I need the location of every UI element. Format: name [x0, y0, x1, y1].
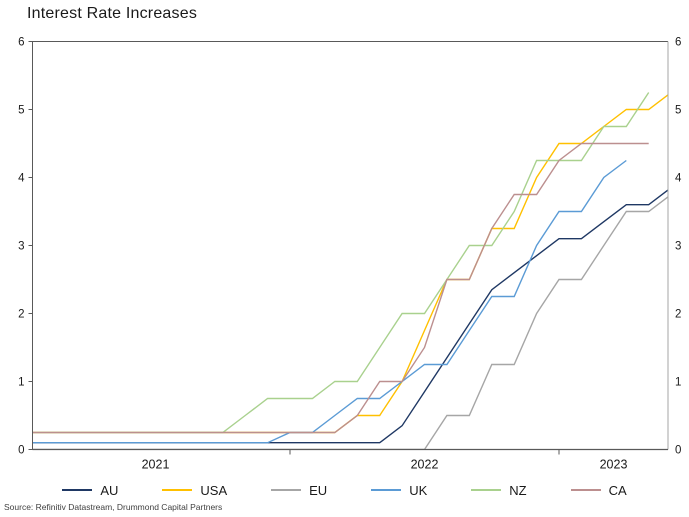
y-tick-label-left: 1 — [18, 377, 24, 389]
legend-swatch-NZ — [471, 489, 502, 491]
chart-title: Interest Rate Increases — [27, 5, 198, 22]
series-line-NZ — [32, 92, 650, 434]
line-chart: 0 0 1 1 2 2 3 3 4 4 5 5 6 6 2021 2022 2023 — [18, 37, 682, 472]
y-tick-label-right: 2 — [675, 309, 681, 321]
series-line-EU — [32, 195, 668, 450]
legend-swatch-AU — [62, 489, 93, 491]
legend-label-EU: EU — [309, 482, 328, 498]
legend-item-UK: UK — [371, 483, 427, 498]
series-line-UK — [32, 159, 627, 444]
legend-item-USA: USA — [162, 483, 227, 498]
y-tick-label-left: 3 — [18, 241, 24, 253]
legend-label-NZ: NZ — [509, 482, 527, 498]
y-tick-label-right: 6 — [675, 37, 681, 49]
chart-legend: AU USA EU UK NZ CA — [0, 480, 689, 500]
legend-label-UK: UK — [409, 482, 428, 498]
legend-swatch-EU — [271, 489, 302, 491]
legend-swatch-USA — [162, 489, 193, 491]
legend-swatch-UK — [371, 489, 402, 491]
source-note: Source: Refinitiv Datastream, Drummond C… — [4, 502, 223, 512]
series-line-CA — [32, 142, 649, 434]
y-tick-label-right: 3 — [675, 241, 681, 253]
legend-item-NZ: NZ — [471, 482, 527, 498]
legend-label-CA: CA — [608, 482, 627, 498]
y-tick-label-right: 5 — [675, 105, 681, 117]
legend-label-AU: AU — [100, 482, 119, 498]
legend-label-USA: USA — [200, 482, 228, 498]
y-tick-label-left: 0 — [18, 445, 24, 457]
x-year-label: 2021 — [142, 458, 170, 472]
legend-swatch-CA — [570, 489, 601, 491]
legend-item-AU: AU — [62, 483, 118, 498]
y-tick-label-left: 4 — [18, 173, 25, 185]
y-tick-label-right: 1 — [675, 377, 681, 389]
series-line-AU — [32, 189, 668, 444]
y-tick-label-right: 4 — [675, 173, 682, 185]
y-tick-label-left: 6 — [18, 37, 24, 49]
x-year-label: 2022 — [411, 458, 439, 472]
legend-item-EU: EU — [271, 483, 327, 498]
y-tick-label-left: 5 — [18, 105, 24, 117]
y-tick-label-right: 0 — [675, 445, 681, 457]
series-group — [32, 92, 668, 450]
legend-item-CA: CA — [570, 482, 627, 498]
y-tick-label-left: 2 — [18, 309, 24, 321]
x-year-label: 2023 — [600, 458, 628, 472]
